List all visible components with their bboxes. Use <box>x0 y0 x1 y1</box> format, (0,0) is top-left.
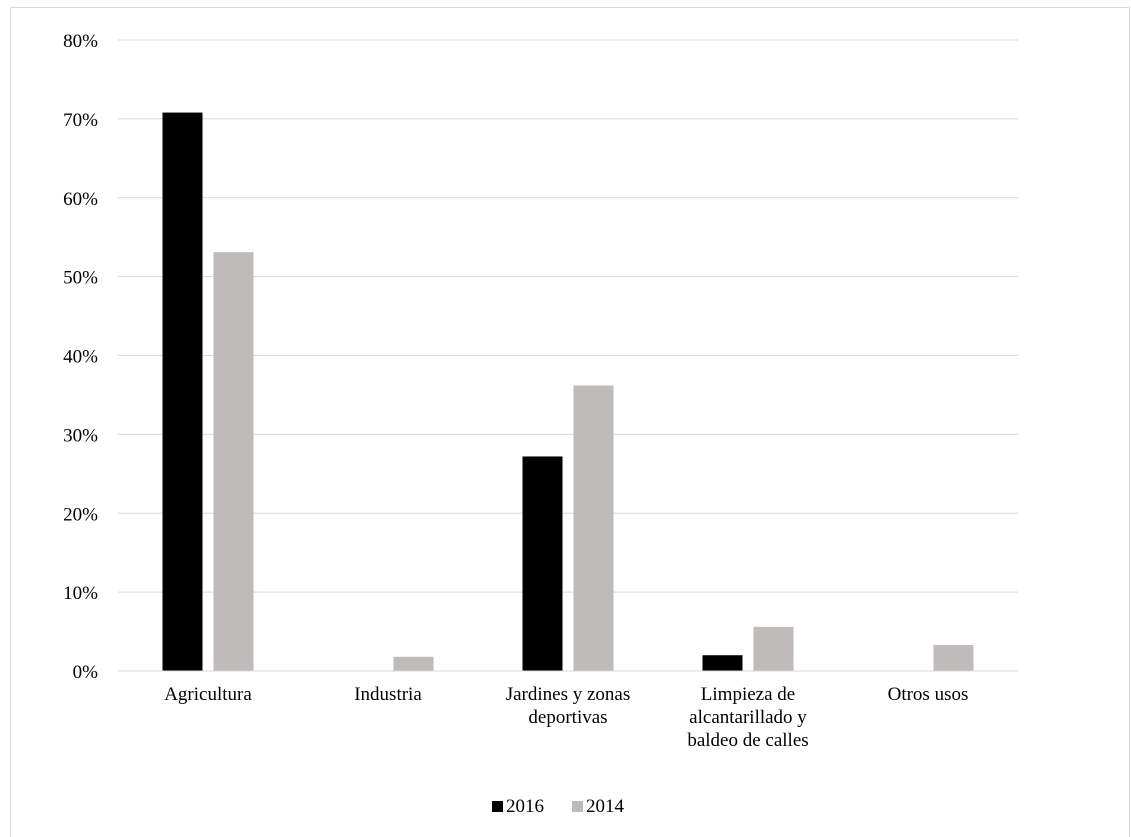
y-tick-label: 60% <box>63 189 98 210</box>
x-category-label: Agricultura <box>164 684 252 705</box>
x-category-label: Jardines y zonas deportivas <box>506 684 631 728</box>
chart-frame <box>10 7 1130 837</box>
bar-2016 <box>162 112 203 671</box>
y-tick-label: 10% <box>63 583 98 604</box>
x-axis-categories: Agricultura Industria Jardines y zonas depo… <box>164 684 968 751</box>
bar-2016 <box>702 655 743 671</box>
y-tick-label: 0% <box>73 662 99 683</box>
bars <box>162 112 974 671</box>
legend-label-2014: 2014 <box>586 796 625 817</box>
y-axis-ticks: 0% 10% 20% 30% 40% 50% 60% 70% 80% <box>63 31 98 683</box>
x-category-label: Otros usos <box>888 684 969 705</box>
legend: 2016 2014 <box>492 796 625 817</box>
legend-swatch-2016 <box>492 801 503 812</box>
bar-2014 <box>753 626 794 671</box>
y-tick-label: 20% <box>63 504 98 525</box>
x-category-label: Industria <box>354 684 422 705</box>
legend-swatch-2014 <box>572 801 583 812</box>
bar-2014 <box>573 385 614 671</box>
bar-2014 <box>393 656 434 671</box>
y-tick-label: 80% <box>63 31 98 52</box>
y-tick-label: 40% <box>63 347 98 368</box>
bar-2016 <box>522 456 563 671</box>
y-tick-label: 70% <box>63 110 98 131</box>
y-tick-label: 30% <box>63 425 98 446</box>
bar-2014 <box>213 252 254 671</box>
y-tick-label: 50% <box>63 268 98 289</box>
gridlines <box>118 39 1018 593</box>
x-category-label: Limpieza de alcantarillado y baldeo de cal… <box>687 684 808 751</box>
legend-label-2016: 2016 <box>506 796 544 817</box>
bar-2014 <box>933 644 974 671</box>
